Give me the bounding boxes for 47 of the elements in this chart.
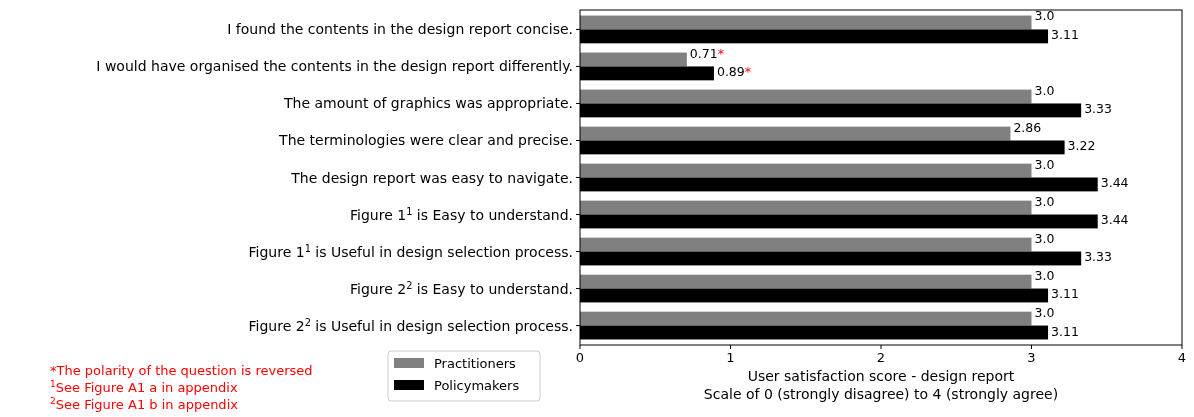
data-label: 3.0: [1034, 267, 1055, 283]
data-label: 3.0: [1034, 230, 1055, 246]
x-tick-label: 3: [1027, 350, 1036, 365]
x-tick-label: 2: [876, 350, 886, 365]
y-tick-label: The terminologies were clear and precise.: [278, 132, 573, 149]
x-tick-label: 0: [575, 350, 585, 365]
data-label: 0.89*: [716, 64, 752, 80]
y-tick-label: Figure 1$^{1}$ is Useful in design selection process.: [248, 242, 573, 260]
data-label: 3.0: [1034, 156, 1055, 172]
data-label: 3.11: [1051, 27, 1079, 43]
data-label: 3.33: [1084, 249, 1113, 265]
legend-label: Policymakers: [434, 378, 520, 393]
data-label: 3.44: [1100, 212, 1129, 228]
bar: [580, 200, 1032, 215]
data-label: 3.33: [1084, 101, 1113, 117]
data-label: 3.11: [1051, 323, 1079, 339]
bar: [580, 15, 1032, 30]
text: $^{1}$See Figure A1 a in appendix: [50, 379, 238, 395]
bar: [580, 311, 1032, 326]
y-tick-label: Figure 2$^{2}$ is Useful in design selection process.: [248, 316, 573, 334]
y-tick-label: Figure 1$^{1}$ is Easy to understand.: [350, 205, 573, 223]
y-tick-label: I would have organised the contents in the design report differently.: [96, 58, 573, 75]
legend-label: Practitioners: [434, 356, 517, 371]
text: *The polarity of the question is reversed: [50, 363, 313, 378]
y-tick-label: I found the contents in the design report concise.: [227, 21, 573, 38]
data-label: 0.71*: [689, 45, 724, 61]
data-label: 3.0: [1034, 304, 1055, 320]
bar: [580, 237, 1032, 252]
y-tick-label: Figure 2$^{2}$ is Easy to understand.: [350, 279, 573, 297]
data-label: 3.22: [1067, 138, 1096, 154]
y-tick-label: The amount of graphics was appropriate.: [282, 95, 573, 112]
data-label: 3.0: [1034, 8, 1055, 24]
text: $^{2}$See Figure A1 b in appendix: [50, 396, 239, 412]
bar: [580, 89, 1032, 104]
bar: [580, 274, 1032, 289]
x-tick-label: 1: [726, 350, 735, 365]
y-tick-label: The design report was easy to navigate.: [290, 169, 573, 186]
data-label: 3.11: [1051, 286, 1079, 302]
data-label: 2.86: [1013, 119, 1042, 135]
bar: [580, 126, 1011, 141]
data-label: 3.0: [1034, 193, 1055, 209]
data-label: 3.44: [1100, 175, 1129, 191]
bar: [580, 163, 1032, 178]
x-tick-label: 4: [1177, 350, 1187, 365]
bar: [580, 52, 687, 67]
x-axis-title: User satisfaction score - design report Scale of 0 (strongly disagree) to 4 (strongly agree): [703, 368, 1059, 402]
data-label: 3.0: [1034, 82, 1055, 98]
